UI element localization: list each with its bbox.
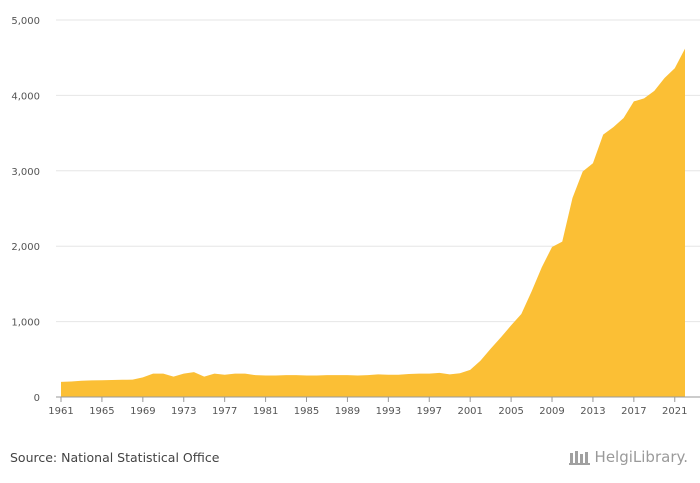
y-tick-label: 2,000 (11, 242, 40, 253)
y-tick-label: 4,000 (11, 91, 40, 102)
x-tick-label: 1973 (171, 406, 196, 417)
brand-logo: HelgiLibrary. (568, 448, 688, 466)
y-tick-label: 1,000 (11, 318, 40, 329)
x-tick-label: 1977 (212, 406, 237, 417)
library-icon (568, 451, 590, 465)
x-tick-label: 2005 (498, 406, 523, 417)
y-tick-label: 5,000 (11, 16, 40, 27)
x-tick-label: 1965 (89, 406, 114, 417)
brand-name: HelgiLibrary. (594, 448, 688, 466)
x-tick-label: 2013 (580, 406, 605, 417)
y-axis-labels: 0 1,000 2,000 3,000 4,000 5,000 (11, 16, 40, 404)
source-note: Source: National Statistical Office (10, 450, 220, 465)
x-axis-labels: 1961 1965 1969 1973 1977 1981 1985 1989 1993 1997… (48, 406, 687, 417)
x-tick-label: 2001 (457, 406, 482, 417)
x-tick-label: 1981 (253, 406, 278, 417)
x-tick-label: 2009 (539, 406, 564, 417)
x-tick-label: 1961 (48, 406, 73, 417)
x-tick-label: 1997 (417, 406, 442, 417)
x-tick-label: 1989 (335, 406, 360, 417)
y-tick-label: 0 (34, 393, 40, 404)
x-tick-label: 2017 (621, 406, 646, 417)
series-area (61, 48, 685, 398)
x-tick-label: 1985 (294, 406, 319, 417)
y-tick-label: 3,000 (11, 167, 40, 178)
x-tick-label: 1993 (376, 406, 401, 417)
x-axis-ticks (60, 397, 676, 402)
x-tick-label: 2021 (662, 406, 687, 417)
x-tick-label: 1969 (130, 406, 155, 417)
